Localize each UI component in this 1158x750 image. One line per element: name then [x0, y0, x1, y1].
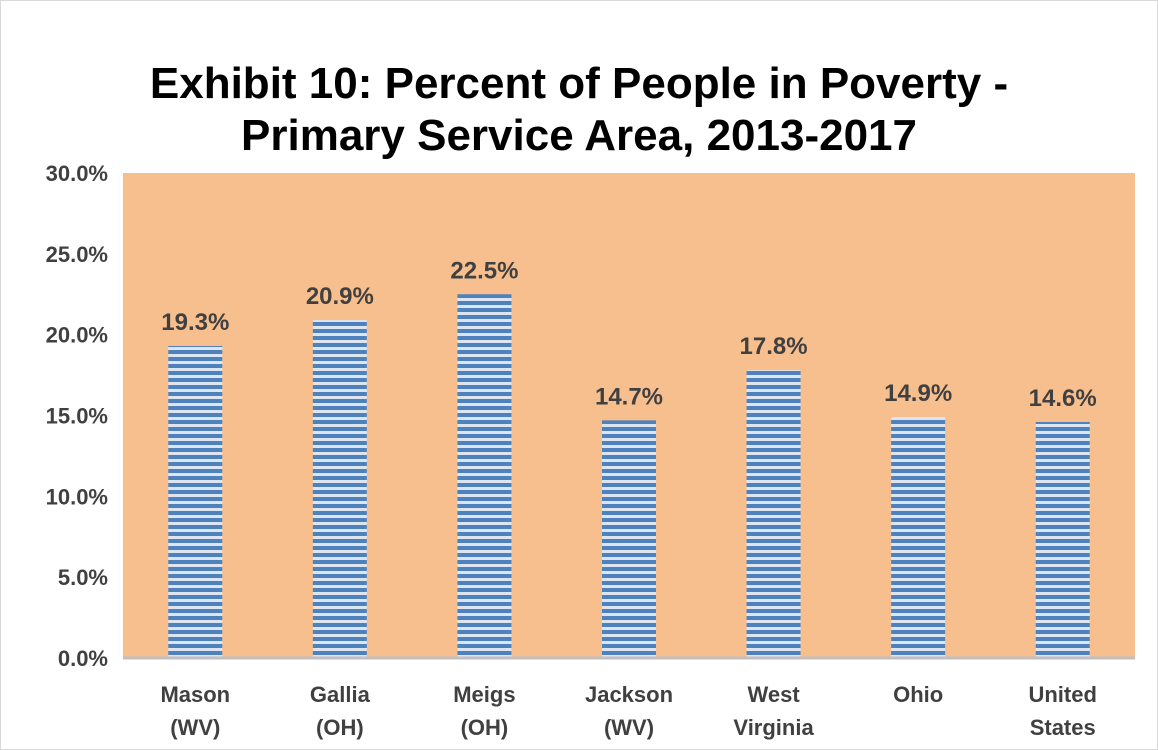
data-label: 20.9%	[306, 283, 374, 310]
chart-title-line-1: Exhibit 10: Percent of People in Poverty…	[149, 59, 1009, 108]
y-tick-label: 15.0%	[46, 404, 108, 429]
bar	[312, 320, 367, 658]
chart-title-line-2: Primary Service Area, 2013-2017	[241, 111, 917, 160]
bar	[1035, 421, 1090, 658]
data-label: 14.7%	[595, 383, 663, 410]
x-category-label: Virginia	[733, 715, 814, 740]
bar	[891, 417, 946, 658]
y-tick-label: 25.0%	[46, 242, 108, 267]
x-category-label: (WV)	[170, 715, 220, 740]
data-labels: 19.3% 20.9% 22.5% 14.7% 17.8% 14.9% 14.6%	[161, 257, 1096, 412]
x-category-label: States	[1030, 715, 1096, 740]
x-category-label: United	[1028, 682, 1096, 707]
x-category-label: West	[747, 682, 800, 707]
x-category-label: Meigs	[453, 682, 515, 707]
x-category-label: (OH)	[316, 715, 364, 740]
bar	[168, 345, 223, 658]
data-label: 22.5%	[450, 257, 518, 284]
y-tick-label: 0.0%	[58, 646, 108, 671]
data-label: 14.6%	[1029, 385, 1097, 412]
bar	[746, 370, 801, 658]
x-category-label: Ohio	[893, 682, 943, 707]
data-label: 17.8%	[740, 333, 808, 360]
x-category-label: (WV)	[604, 715, 654, 740]
y-tick-label: 5.0%	[58, 565, 108, 590]
y-tick-label: 30.0%	[46, 161, 108, 186]
y-axis-ticks: 0.0% 5.0% 10.0% 15.0% 20.0% 25.0% 30.0%	[46, 161, 108, 671]
bar	[602, 420, 656, 658]
bar	[457, 294, 512, 658]
x-axis-categories: Mason (WV) Gallia (OH) Meigs (OH) Jackson (WV) W…	[160, 682, 1096, 740]
bars-group	[168, 294, 1090, 658]
x-category-label: Mason	[160, 682, 230, 707]
x-category-label: (OH)	[461, 715, 509, 740]
chart-title: Exhibit 10: Percent of People in Poverty…	[0, 58, 1158, 162]
y-tick-label: 10.0%	[46, 484, 108, 509]
data-label: 19.3%	[161, 309, 229, 336]
data-label: 14.9%	[884, 380, 952, 407]
x-category-label: Gallia	[310, 682, 371, 707]
x-category-label: Jackson	[585, 682, 673, 707]
y-tick-label: 20.0%	[46, 323, 108, 348]
